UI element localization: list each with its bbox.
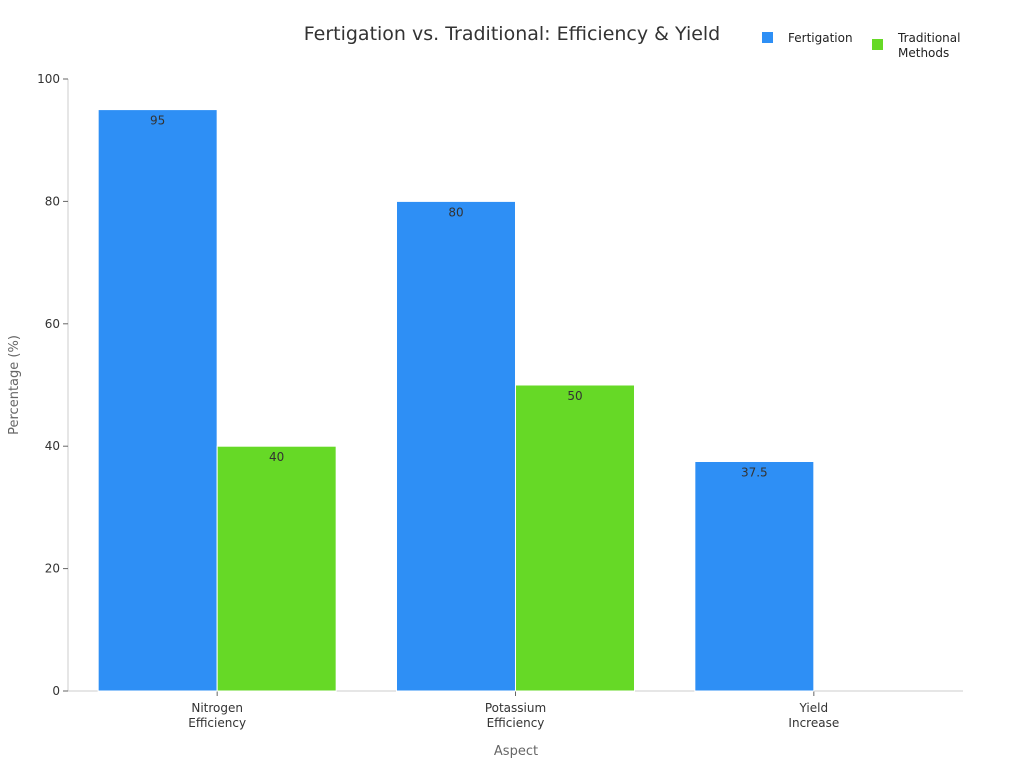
x-tick-label: Nitrogen	[191, 701, 243, 715]
y-tick-label: 20	[45, 562, 60, 576]
x-axis-label: Aspect	[494, 744, 538, 759]
legend-label: Fertigation	[788, 31, 853, 45]
legend-label: Traditional	[897, 31, 960, 45]
data-label: 50	[567, 389, 582, 403]
legend-swatch	[872, 39, 883, 50]
data-label: 37.5	[741, 466, 768, 480]
legend-swatch	[762, 32, 773, 43]
data-label: 40	[269, 450, 284, 464]
y-tick-label: 40	[45, 439, 60, 453]
y-tick-label: 100	[37, 72, 60, 86]
legend-label: Methods	[898, 46, 949, 60]
bar	[515, 384, 635, 692]
x-tick-label: Potassium	[485, 701, 546, 715]
bar	[216, 445, 337, 692]
y-tick-label: 60	[45, 317, 60, 331]
y-tick-label: 80	[45, 194, 60, 208]
chart-title: Fertigation vs. Traditional: Efficiency …	[304, 23, 721, 45]
bar	[694, 461, 815, 692]
x-tick-label: Increase	[788, 716, 839, 730]
bars: 95 40 80 50 37.5	[97, 109, 815, 692]
x-tick-label: Yield	[799, 701, 829, 715]
x-tick-label: Efficiency	[188, 716, 246, 730]
bar	[396, 200, 516, 692]
y-axis-label: Percentage (%)	[7, 335, 22, 435]
bar	[97, 109, 218, 692]
data-label: 95	[150, 114, 165, 128]
y-tick-label: 0	[52, 684, 60, 698]
data-label: 80	[448, 205, 463, 219]
x-tick-label: Efficiency	[487, 716, 545, 730]
